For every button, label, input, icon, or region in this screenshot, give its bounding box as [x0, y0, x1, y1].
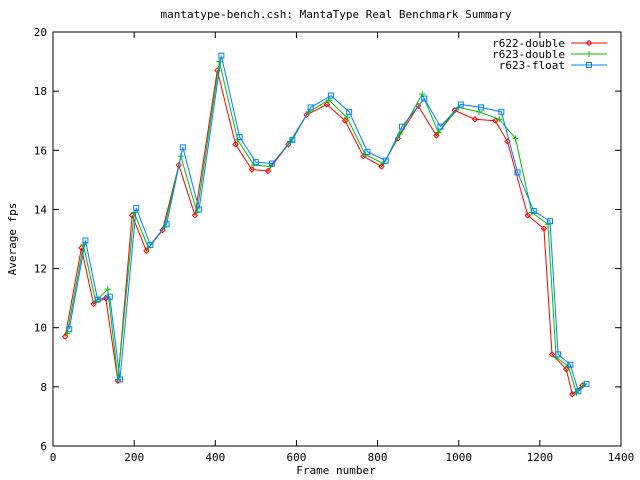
data-point: [82, 237, 89, 244]
data-point: [327, 92, 334, 99]
data-point: [586, 51, 592, 57]
legend-label: r622-double: [492, 37, 565, 50]
series-r623-double: [64, 58, 588, 396]
x-tick-label: 400: [205, 451, 225, 464]
data-point: [307, 104, 314, 111]
data-point: [216, 58, 223, 65]
series-line: [66, 61, 585, 394]
chart-title: mantatype-bench.csh: MantaType Real Benc…: [161, 8, 512, 21]
x-axis-ticks: 0 200 400 600 800 1000 1200 1400: [50, 32, 635, 464]
series-r622-double: [61, 67, 586, 398]
data-point: [236, 133, 243, 140]
data-point: [548, 351, 556, 358]
data-point: [555, 351, 562, 358]
data-point: [252, 159, 259, 166]
y-axis-ticks: 6 8 10 12 14 16 18 20: [34, 26, 621, 453]
data-point: [569, 391, 576, 398]
data-point: [583, 380, 590, 387]
series-r623-float: [66, 52, 590, 395]
data-point: [133, 204, 140, 211]
data-point: [269, 160, 276, 167]
data-point: [457, 101, 464, 108]
data-point: [179, 144, 186, 151]
data-point: [530, 207, 537, 214]
data-point: [398, 123, 405, 130]
data-point: [514, 169, 521, 176]
y-tick-label: 6: [40, 440, 47, 453]
data-point: [116, 376, 123, 383]
x-tick-label: 800: [368, 451, 388, 464]
data-point: [163, 221, 170, 228]
x-tick-label: 1000: [445, 451, 472, 464]
data-point: [512, 135, 519, 142]
x-tick-label: 0: [50, 451, 57, 464]
y-tick-label: 20: [34, 26, 47, 39]
x-tick-label: 200: [124, 451, 144, 464]
data-point: [421, 95, 428, 102]
y-tick-label: 12: [34, 263, 47, 276]
data-point: [94, 296, 101, 303]
x-axis-label: Frame number: [296, 464, 376, 477]
plot-frame: [52, 31, 622, 447]
data-point: [196, 206, 203, 213]
series-line: [64, 70, 583, 396]
data-point: [346, 108, 353, 115]
data-point: [344, 114, 351, 121]
data-point: [437, 123, 444, 130]
data-point: [147, 241, 154, 248]
x-tick-label: 600: [286, 451, 306, 464]
data-point: [289, 136, 296, 143]
data-point: [492, 117, 499, 124]
data-point: [232, 141, 239, 148]
data-point: [524, 212, 531, 219]
data-point: [114, 377, 122, 385]
data-point: [106, 293, 113, 300]
series-layer: [61, 52, 590, 398]
legend-label: r623-float: [499, 59, 565, 72]
data-point: [496, 116, 503, 123]
data-point: [66, 326, 73, 333]
data-point: [567, 361, 574, 368]
legend-label: r623-double: [492, 48, 565, 61]
data-point: [382, 157, 389, 164]
data-point: [264, 167, 272, 175]
data-point: [575, 388, 582, 395]
data-point: [586, 62, 592, 68]
data-point: [364, 148, 371, 155]
y-tick-label: 10: [34, 322, 47, 335]
y-tick-label: 18: [34, 85, 47, 98]
x-tick-label: 1200: [527, 451, 554, 464]
y-axis-label: Average fps: [6, 203, 19, 276]
data-point: [547, 218, 553, 225]
data-point: [498, 108, 505, 115]
y-tick-label: 14: [34, 203, 48, 216]
data-point: [248, 166, 256, 173]
y-tick-label: 16: [34, 144, 47, 157]
data-point: [478, 104, 485, 111]
series-line: [68, 55, 587, 393]
x-tick-label: 1400: [608, 451, 635, 464]
data-point: [218, 52, 225, 59]
data-point: [471, 116, 479, 123]
data-point: [323, 101, 331, 108]
data-point: [104, 286, 111, 293]
data-point: [540, 225, 548, 232]
y-tick-label: 8: [40, 381, 47, 394]
data-point: [435, 129, 442, 136]
data-point: [585, 39, 593, 47]
